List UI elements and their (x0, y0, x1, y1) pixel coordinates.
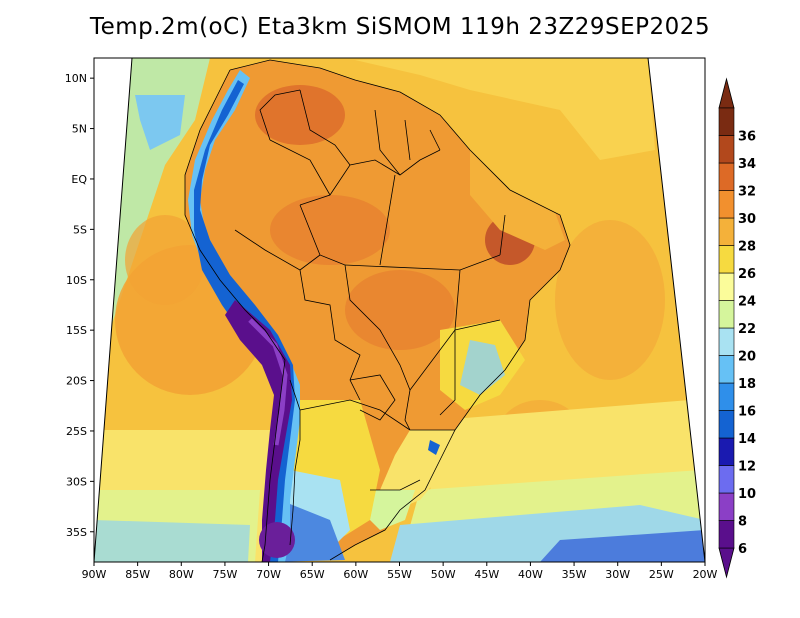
lat-tick-label: 20S (66, 375, 87, 388)
colorbar-label: 14 (738, 432, 756, 447)
andes-altiplano-mid (248, 318, 288, 446)
map-title: Temp.2m(oC) Eta3km SiSMOM 119h 23Z29SEP2… (89, 14, 711, 40)
hot-amazon-patch (270, 195, 390, 265)
colorbar-label: 16 (738, 405, 756, 420)
colorbar-label: 22 (738, 322, 756, 337)
colorbar-segment (718, 410, 735, 439)
lon-tick-label: 65W (300, 568, 325, 581)
lat-tick-label: 10N (65, 72, 87, 85)
colorbar-label: 18 (738, 377, 756, 392)
colorbar-min-arrow (718, 547, 735, 579)
lat-tick-label: 30S (66, 475, 87, 488)
temperature-field (94, 58, 705, 562)
lat-tick-label: 35S (66, 526, 87, 539)
colorbar-segment (718, 135, 735, 164)
lon-tick-label: 80W (169, 568, 194, 581)
uruguay-border (370, 479, 421, 491)
andes-altiplano (225, 300, 292, 562)
colombia-venezuela-border (259, 89, 351, 166)
lon-tick-label: 50W (431, 568, 456, 581)
colorbar-label: 32 (738, 185, 756, 200)
brazil-border (269, 139, 441, 431)
colorbar-segment (718, 272, 735, 301)
lon-tick-label: 40W (518, 568, 543, 581)
latitude-axis: 10N 5N EQ 5S 10S 15S 20S 25S 30S 35S (65, 72, 94, 539)
brazil-states (344, 174, 506, 431)
colorbar-segment (718, 437, 735, 466)
atlantic-warm-patch (555, 220, 665, 380)
colorbar-segment (718, 217, 735, 246)
andes-south-coldest (259, 522, 295, 558)
pacific-north-cooler (135, 95, 185, 150)
pacific-warm-patch-2 (125, 215, 205, 305)
guianas-border (374, 109, 441, 176)
lat-tick-label: 5N (72, 123, 87, 136)
hot-north-patch (255, 85, 345, 145)
colorbar-segment (718, 355, 735, 384)
lon-tick-label: 70W (256, 568, 281, 581)
coastline (184, 59, 571, 562)
colorbar-label: 6 (738, 542, 747, 557)
colorbar: 6 8 10 12 14 16 18 20 22 24 26 28 30 32 34 36 (718, 77, 756, 579)
lat-tick-label: EQ (71, 173, 87, 186)
colorbar-label: 10 (738, 487, 756, 502)
atlantic-north-mild (355, 58, 655, 160)
lon-tick-label: 30W (605, 568, 630, 581)
colorbar-segment (718, 520, 735, 549)
colorbar-segment (718, 327, 735, 356)
colorbar-segment (718, 382, 735, 411)
colorbar-max-arrow (718, 77, 735, 109)
colorbar-label: 30 (738, 212, 756, 227)
colorbar-segment (718, 190, 735, 219)
colorbar-label: 28 (738, 240, 756, 255)
hot-central-patch (345, 270, 455, 350)
lat-tick-label: 10S (66, 274, 87, 287)
lat-tick-label: 15S (66, 324, 87, 337)
lon-tick-label: 90W (82, 568, 107, 581)
lon-tick-label: 60W (343, 568, 368, 581)
colorbar-segment (718, 162, 735, 191)
political-borders (184, 59, 571, 562)
colorbar-segment (718, 300, 735, 329)
colorbar-segment (718, 465, 735, 494)
lon-tick-label: 20W (693, 568, 718, 581)
southeast-blue-spots (428, 440, 440, 455)
lat-tick-label: 5S (73, 223, 87, 236)
colorbar-label: 24 (738, 295, 756, 310)
colorbar-label: 20 (738, 350, 756, 365)
lon-tick-label: 45W (474, 568, 499, 581)
lat-tick-label: 25S (66, 425, 87, 438)
lon-tick-label: 55W (387, 568, 412, 581)
colorbar-label: 34 (738, 157, 756, 172)
argentina-chile-border (289, 379, 411, 546)
paraguay-border (349, 374, 396, 421)
colorbar-segment (718, 245, 735, 274)
colorbar-segment (718, 492, 735, 521)
colorbar-label: 26 (738, 267, 756, 282)
colorbar-label: 8 (738, 515, 747, 530)
lon-tick-label: 75W (212, 568, 237, 581)
colorbar-segment (718, 107, 735, 136)
lon-tick-label: 85W (125, 568, 150, 581)
atlantic-south-coolest (540, 530, 705, 562)
northeast-coast-warm (470, 150, 565, 250)
pacific-south-cooler (94, 520, 250, 562)
peru-bolivia-border (234, 229, 361, 381)
colorbar-label: 36 (738, 130, 756, 145)
longitude-axis: 90W 85W 80W 75W 70W 65W 60W 55W 50W 45W 40W 35W 30W 2… (82, 562, 718, 581)
uruguay-cooler (365, 490, 415, 530)
lon-tick-label: 25W (649, 568, 674, 581)
lon-tick-label: 35W (562, 568, 587, 581)
colorbar-label: 12 (738, 460, 756, 475)
